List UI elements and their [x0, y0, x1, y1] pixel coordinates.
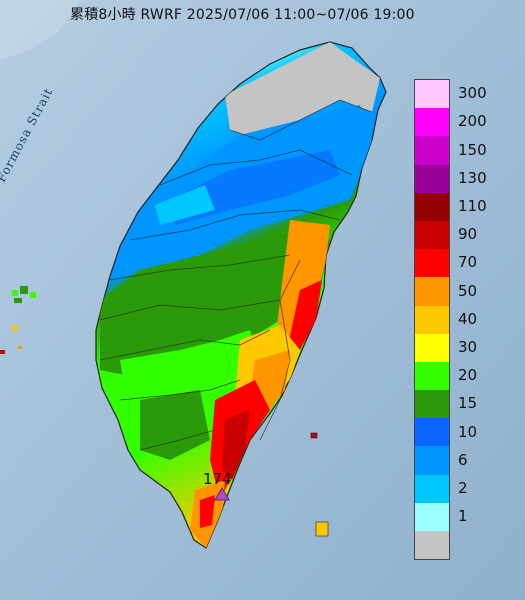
legend-swatch [415, 502, 449, 531]
legend-label: 50 [458, 281, 478, 300]
legend-label: 40 [458, 309, 478, 328]
legend-label: 300 [458, 84, 487, 103]
legend-label: 200 [458, 112, 487, 131]
legend-label: 30 [458, 337, 478, 356]
legend-swatch [415, 249, 449, 278]
legend-label: 2 [458, 478, 468, 497]
legend-label: 90 [458, 225, 478, 244]
legend-label: 10 [458, 422, 478, 441]
legend-label: 1 [458, 507, 468, 526]
legend-label: 20 [458, 366, 478, 385]
legend-swatch [415, 305, 449, 334]
green-island [310, 432, 318, 439]
legend-label: 70 [458, 253, 478, 272]
penghu-islands [0, 286, 36, 354]
legend-swatch [415, 446, 449, 475]
legend-label: 110 [458, 196, 487, 215]
map-title: 累積8小時 RWRF 2025/07/06 11:00~07/06 19:00 [70, 7, 415, 23]
legend-label: 130 [458, 168, 487, 187]
legend-swatch [415, 361, 449, 391]
legend-swatch [415, 108, 449, 137]
legend-label: 15 [458, 394, 478, 413]
legend-swatch [415, 220, 449, 250]
legend-swatch [415, 136, 449, 165]
max-value-marker-icon [214, 487, 230, 501]
legend-label: 150 [458, 140, 487, 159]
legend-swatch [415, 80, 449, 109]
legend-swatch [415, 164, 449, 193]
legend-swatch [415, 418, 449, 447]
legend-swatch [415, 390, 449, 419]
legend-swatch [415, 474, 449, 503]
legend-label: 6 [458, 450, 468, 469]
orchid-island [315, 521, 329, 537]
legend-swatch [415, 192, 449, 221]
legend-swatch [415, 333, 449, 362]
rainfall-legend [414, 79, 450, 561]
legend-swatch [415, 277, 449, 306]
max-value-label: 174 [203, 470, 232, 488]
legend-swatch [415, 531, 449, 560]
